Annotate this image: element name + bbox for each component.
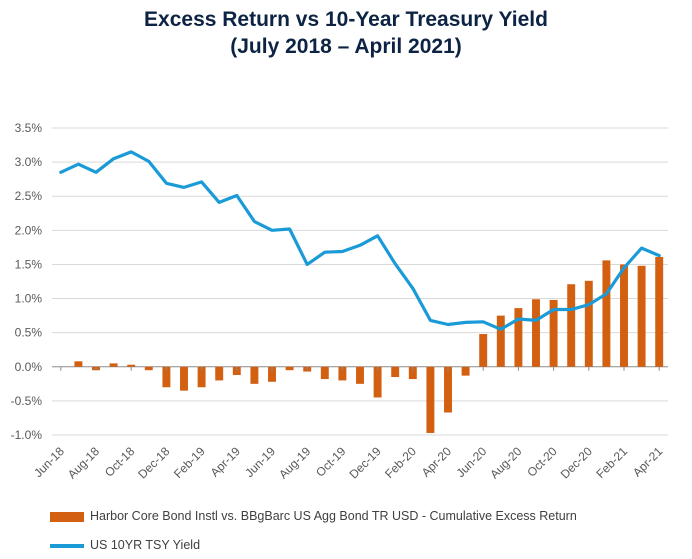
bar-Feb-21 (620, 264, 628, 367)
x-tick-label: Dec-18 (135, 444, 172, 481)
bar-Mar-19 (215, 366, 224, 381)
x-tick-label: Dec-19 (346, 444, 383, 481)
y-tick-label: -1.0% (11, 428, 43, 442)
legend-item-tsy-yield: US 10YR TSY Yield (50, 538, 200, 552)
x-tick-label: Apr-21 (630, 444, 666, 480)
x-tick-label: Jun-18 (31, 444, 67, 480)
bar-Feb-19 (197, 366, 206, 388)
y-tick-label: -0.5% (11, 394, 43, 408)
legend-item-excess-return: Harbor Core Bond Instl vs. BBgBarc US Ag… (50, 509, 577, 523)
bar-May-19 (250, 366, 259, 384)
gridlines (52, 127, 668, 436)
bar-Feb-20 (408, 366, 417, 380)
x-tick-label: Dec-20 (558, 444, 595, 481)
bar-Dec-19 (373, 366, 382, 398)
bar-Nov-20 (567, 284, 576, 367)
bar-Sep-20 (532, 299, 540, 367)
x-tick-label: Jun-19 (242, 444, 278, 480)
x-tick-label: Oct-20 (524, 444, 560, 480)
bar-Jun-20 (479, 334, 488, 367)
bar-Oct-19 (338, 366, 347, 381)
bar-Jan-20 (391, 366, 400, 378)
bar-Oct-20 (549, 299, 558, 367)
x-tick-label: Oct-18 (102, 444, 138, 480)
line-series (59, 150, 661, 331)
bar-Jul-18 (74, 361, 83, 367)
x-tick-label: Apr-20 (419, 444, 455, 480)
x-tick-label: Jun-20 (453, 444, 489, 480)
chart-title: Excess Return vs 10-Year Treasury Yield (144, 8, 548, 31)
x-tick-label: Apr-19 (208, 444, 244, 480)
x-tick-label: Oct-19 (313, 444, 349, 480)
bar-Apr-20 (444, 366, 452, 413)
x-tick-label: Aug-18 (65, 444, 102, 481)
bar-May-20 (461, 366, 470, 376)
y-tick-label: 1.5% (15, 257, 43, 271)
x-tick-label: Aug-19 (276, 444, 313, 481)
bar-Dec-18 (162, 366, 171, 388)
yield-line (59, 150, 661, 331)
chart-subtitle: (July 2018 – April 2021) (230, 35, 462, 58)
bar-Jul-19 (285, 366, 294, 371)
bar-Nov-19 (356, 366, 364, 384)
x-tick-label: Feb-21 (593, 444, 630, 481)
bar-Nov-18 (144, 366, 153, 371)
legend-swatch-bar (50, 511, 84, 522)
x-tick-label: Aug-20 (487, 444, 524, 481)
y-tick-label: 0.5% (15, 326, 43, 340)
bar-Apr-21 (655, 256, 664, 367)
bar-Sep-19 (320, 366, 329, 380)
legend-label-excess-return: Harbor Core Bond Instl vs. BBgBarc US Ag… (90, 509, 577, 523)
bar-series (74, 256, 664, 433)
x-tick-label: Feb-20 (382, 444, 419, 481)
legend-swatch-line (50, 543, 84, 548)
bar-Mar-21 (637, 265, 646, 367)
bar-Aug-20 (514, 308, 523, 367)
bar-Sep-18 (109, 363, 118, 367)
y-tick-label: 1.0% (15, 292, 43, 306)
y-tick-label: 2.0% (15, 223, 43, 237)
bar-Mar-20 (426, 366, 435, 433)
y-axis-ticks: 3.5% 3.0% 2.5% 2.0% 1.5% 1.0% 0.5% 0.0% -0.5% -1.… (11, 121, 43, 442)
bar-Oct-18 (127, 364, 136, 367)
y-tick-label: 3.0% (15, 155, 43, 169)
chart-plot: 3.5% 3.0% 2.5% 2.0% 1.5% 1.0% 0.5% 0.0% -0.5% -1.… (11, 121, 668, 481)
y-tick-label: 0.0% (15, 360, 43, 374)
y-tick-label: 2.5% (15, 189, 43, 203)
bar-Jan-19 (180, 366, 188, 391)
bar-Apr-19 (232, 366, 241, 375)
y-tick-label: 3.5% (15, 121, 43, 135)
bar-Dec-20 (584, 280, 593, 367)
bar-Jan-21 (602, 260, 611, 367)
x-tick-label: Feb-19 (171, 444, 208, 481)
bar-Jul-20 (496, 315, 505, 367)
bar-Jun-19 (268, 366, 276, 382)
legend-label-tsy-yield: US 10YR TSY Yield (90, 538, 201, 552)
